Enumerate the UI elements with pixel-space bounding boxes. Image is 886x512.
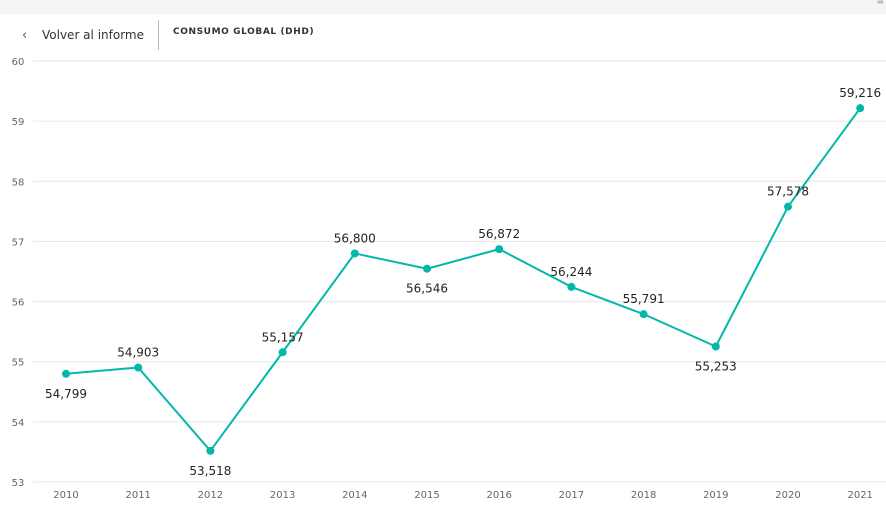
data-point — [206, 446, 215, 455]
data-point — [350, 249, 359, 258]
data-point — [134, 363, 143, 372]
data-label: 55,791 — [623, 292, 665, 306]
data-labels: 54,799 54,903 53,518 55,157 56,800 56,546 56,8… — [45, 86, 881, 478]
data-label: 59,216 — [839, 86, 881, 100]
data-label: 56,800 — [334, 231, 376, 245]
x-tick-label: 2018 — [631, 490, 656, 501]
data-label: 56,546 — [406, 282, 448, 296]
header-divider — [158, 20, 159, 50]
y-tick-label: 54 — [12, 418, 25, 429]
data-points — [62, 104, 865, 455]
data-point — [784, 202, 792, 211]
data-label: 54,799 — [45, 387, 87, 401]
x-tick-label: 2014 — [342, 490, 367, 501]
data-label: 57,578 — [767, 185, 809, 199]
data-point — [856, 104, 865, 113]
y-tick-label: 53 — [12, 478, 25, 489]
back-to-report-label: Volver al informe — [42, 28, 144, 42]
x-axis-ticks: 2010 2011 2012 2013 2014 2015 2016 2017 2018 2019… — [53, 490, 873, 501]
x-tick-label: 2010 — [53, 490, 78, 501]
series-polyline — [65, 107, 862, 452]
data-label: 53,518 — [189, 464, 231, 478]
x-tick-label: 2016 — [486, 490, 511, 501]
x-tick-label: 2020 — [775, 490, 800, 501]
y-tick-label: 55 — [12, 358, 25, 369]
series-line — [65, 107, 862, 452]
data-point — [639, 310, 648, 319]
x-tick-label: 2012 — [198, 490, 223, 501]
data-label: 54,903 — [117, 346, 159, 360]
data-label: 56,872 — [478, 227, 520, 241]
data-point — [495, 245, 504, 254]
page-title: CONSUMO GLOBAL (DHD) — [173, 27, 315, 37]
y-tick-label: 59 — [12, 117, 25, 128]
y-tick-label: 57 — [12, 237, 25, 248]
back-to-report-button[interactable]: ‹ Volver al informe — [22, 24, 144, 46]
data-point — [423, 264, 431, 273]
x-tick-label: 2021 — [847, 490, 872, 501]
data-point — [278, 348, 287, 357]
data-label: 55,157 — [262, 330, 304, 344]
x-tick-label: 2011 — [125, 490, 150, 501]
data-point — [567, 282, 576, 291]
gridlines — [33, 60, 886, 483]
data-label: 56,244 — [550, 265, 592, 279]
y-tick-label: 58 — [12, 177, 25, 188]
x-tick-label: 2013 — [270, 490, 295, 501]
y-tick-label: 60 — [12, 57, 25, 68]
x-tick-label: 2015 — [414, 490, 439, 501]
report-header: ‹ Volver al informe CONSUMO GLOBAL (DHD) — [0, 14, 886, 54]
y-tick-label: 56 — [12, 298, 25, 309]
data-point — [711, 342, 720, 351]
menu-lines-icon[interactable]: ≡ — [876, 0, 884, 7]
x-tick-label: 2019 — [703, 490, 728, 501]
x-tick-label: 2017 — [559, 490, 584, 501]
y-axis-ticks: 53 54 55 56 57 58 59 60 — [12, 57, 25, 489]
top-bar: ≡ — [0, 0, 886, 14]
data-label: 55,253 — [695, 359, 737, 373]
chevron-left-icon: ‹ — [22, 27, 28, 43]
data-point — [62, 369, 70, 378]
